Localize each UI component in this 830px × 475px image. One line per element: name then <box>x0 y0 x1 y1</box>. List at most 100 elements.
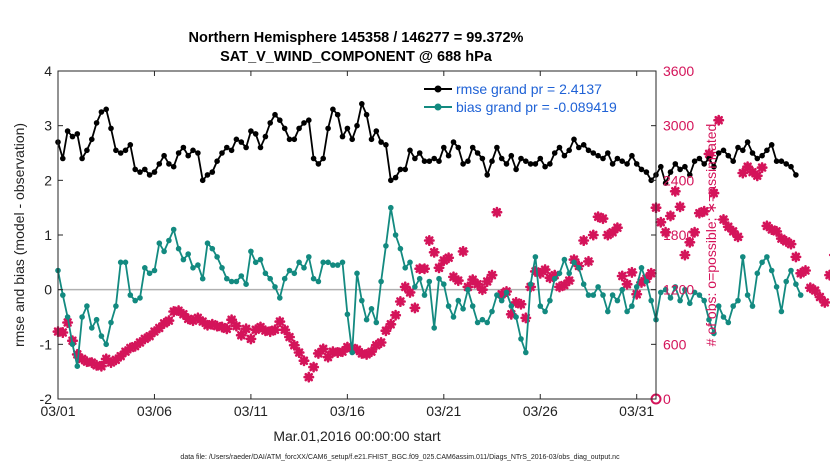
rmse-point <box>450 139 457 145</box>
obs-assimilated-point <box>665 210 676 222</box>
bias-point <box>108 319 114 326</box>
bias-point <box>677 297 683 304</box>
bias-point <box>672 284 679 290</box>
bias-point <box>426 278 433 285</box>
obs-assimilated-point <box>554 281 565 293</box>
obs-assimilated-point <box>448 271 459 283</box>
rmse-point <box>783 161 789 167</box>
obs-assimilated-point <box>819 296 830 308</box>
obs-assimilated-point <box>631 288 643 300</box>
rmse-point <box>677 166 683 173</box>
x-tick-label: 03/26 <box>523 403 558 419</box>
bias-point <box>744 292 751 298</box>
obs-assimilated-point <box>173 305 185 317</box>
obs-assimilated-point <box>129 340 141 352</box>
rmse-point <box>195 150 201 156</box>
bias-point <box>715 303 722 309</box>
rmse-point <box>199 177 206 184</box>
rmse-point <box>479 155 486 162</box>
rmse-point <box>219 150 225 156</box>
obs-assimilated-point <box>240 323 252 335</box>
rmse-point <box>368 136 375 143</box>
bias-point <box>339 259 346 266</box>
bias-point <box>344 311 351 318</box>
rmse-point <box>272 111 278 118</box>
rmse-point <box>204 172 211 178</box>
obs-assimilated-point <box>274 316 286 328</box>
rmse-point <box>793 172 799 178</box>
obs-assimilated-point <box>115 350 127 362</box>
rmse-point <box>754 155 761 162</box>
bias-point <box>79 314 85 320</box>
bias-point <box>228 278 235 285</box>
rmse-point <box>286 136 293 143</box>
obs-assimilated-point <box>404 286 416 298</box>
bias-point <box>484 319 491 326</box>
bias-point <box>151 267 158 274</box>
rmse-point <box>749 150 756 156</box>
obs-assimilated-point <box>269 324 281 336</box>
rmse-point <box>489 158 495 164</box>
rmse-point <box>214 158 220 164</box>
obs-assimilated-point <box>645 267 657 279</box>
obs-assimilated-point <box>549 269 561 281</box>
rmse-point <box>778 158 785 164</box>
rmse-point <box>132 166 138 173</box>
rmse-point <box>590 150 597 156</box>
rmse-point <box>682 163 688 170</box>
rmse-point <box>513 166 519 173</box>
bias-point <box>793 281 799 288</box>
bias-point <box>214 254 220 260</box>
rmse-point <box>108 125 114 132</box>
obs-assimilated-point <box>177 308 189 320</box>
y-left-tick-label: -1 <box>40 336 53 352</box>
y-right-tick-label: 1800 <box>663 227 694 243</box>
bias-point <box>402 265 409 271</box>
bias-point <box>209 245 216 252</box>
bias-point <box>161 248 167 255</box>
rmse-point <box>701 161 707 167</box>
rmse-point <box>527 161 534 167</box>
bias-point <box>378 278 384 285</box>
obs-assimilated-point <box>457 245 469 257</box>
rmse-point <box>117 150 124 156</box>
obs-assimilated-point <box>250 324 262 336</box>
rmse-point <box>363 111 370 118</box>
rmse-point <box>151 169 158 175</box>
obs-assimilated-point <box>708 187 720 199</box>
obs-assimilated-point <box>293 347 305 358</box>
rmse-point <box>69 133 76 140</box>
bias-point <box>363 316 370 323</box>
rmse-point <box>600 155 606 162</box>
rmse-point <box>190 147 196 154</box>
y-right-tick-label: 3000 <box>663 118 694 134</box>
bias-point <box>257 256 264 263</box>
rmse-point <box>257 144 264 151</box>
rmse-point <box>426 158 433 164</box>
obs-assimilated-point <box>284 331 295 343</box>
obs-assimilated-point <box>718 214 729 225</box>
rmse-point <box>643 169 650 175</box>
rmse-point <box>137 169 143 175</box>
x-tick-label: 03/06 <box>137 403 172 419</box>
obs-assimilated-point <box>385 318 397 330</box>
rmse-point <box>503 161 510 167</box>
obs-assimilated-point <box>529 265 541 277</box>
bias-point <box>306 254 312 260</box>
obs-assimilated-point <box>438 255 450 266</box>
obs-assimilated-point <box>775 233 787 245</box>
obs-assimilated-point <box>766 224 778 235</box>
chart-title: Northern Hemisphere 145358 / 146277 = 99… <box>189 30 524 46</box>
bias-point <box>740 254 746 260</box>
legend: rmse grand pr = 2.4137 bias grand pr = -… <box>422 80 654 116</box>
bias-point <box>503 289 510 296</box>
obs-assimilated-point <box>317 343 329 355</box>
obs-assimilated-point <box>62 317 74 328</box>
bias-point <box>69 341 76 348</box>
obs-assimilated-point <box>76 353 88 365</box>
bias-point <box>334 262 341 268</box>
rmse-point <box>262 133 269 140</box>
rmse-point <box>330 106 336 113</box>
obs-assimilated-point <box>790 251 802 263</box>
